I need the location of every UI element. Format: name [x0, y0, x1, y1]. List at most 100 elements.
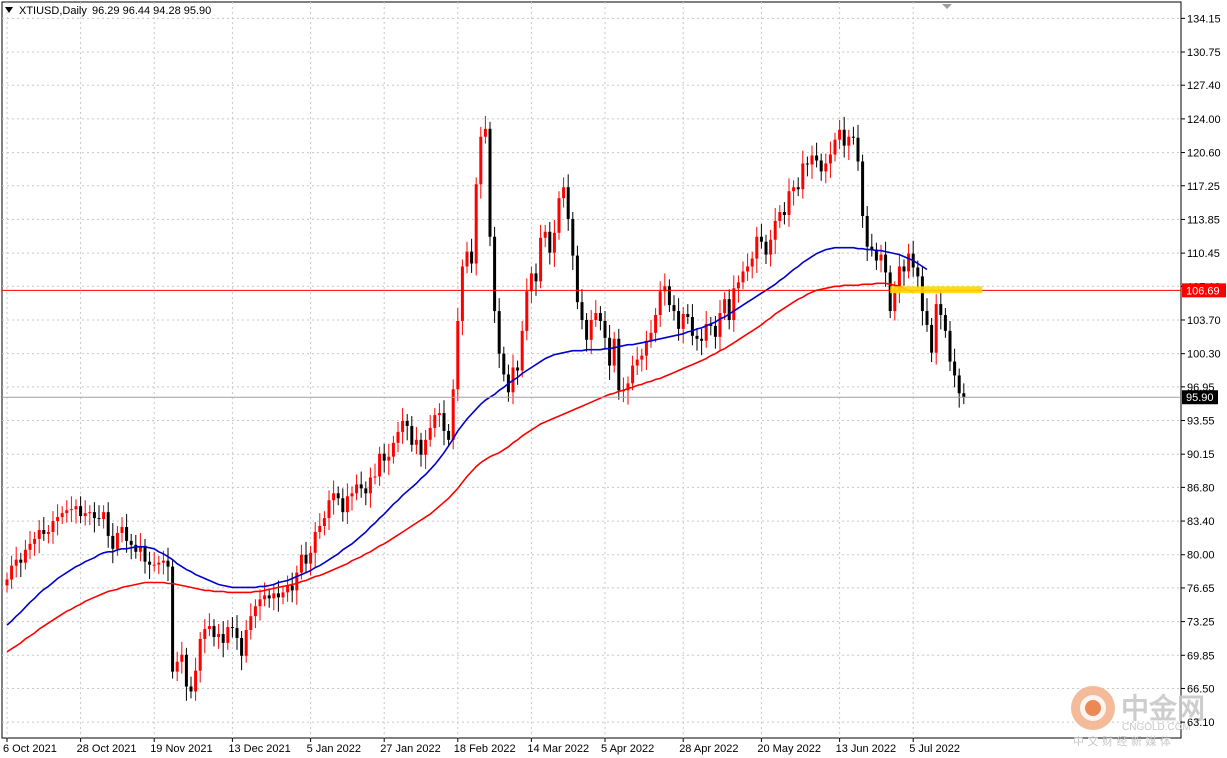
- candle-body: [373, 476, 377, 478]
- candles: [5, 115, 966, 701]
- candle-body: [207, 626, 211, 630]
- y-tick-label: 93.55: [1187, 416, 1215, 428]
- candle-body: [345, 496, 349, 513]
- candle-body: [37, 529, 41, 539]
- candle-body: [713, 325, 717, 337]
- candle-body: [465, 251, 469, 267]
- candle-body: [870, 246, 874, 250]
- candle-body: [263, 595, 267, 600]
- current-price-tag: [1182, 390, 1218, 405]
- candle-body: [69, 509, 73, 511]
- y-tick-label: 69.85: [1187, 650, 1215, 662]
- candle-body: [704, 323, 708, 341]
- x-tick-label: 18 Feb 2022: [454, 743, 516, 755]
- candle-body: [97, 518, 101, 520]
- candle-body: [79, 506, 83, 517]
- candle-body: [470, 251, 474, 264]
- candle-body: [681, 314, 685, 329]
- candle-body: [718, 313, 722, 337]
- candle-body: [566, 187, 570, 219]
- watermark-domain: CNGOLD.COM: [1122, 722, 1191, 733]
- candle-body: [424, 439, 428, 455]
- candle-body: [690, 317, 694, 336]
- y-tick-label: 127.40: [1187, 80, 1221, 92]
- candle-body: [787, 191, 791, 215]
- candle-body: [437, 413, 441, 416]
- x-tick-label: 19 Nov 2021: [150, 743, 212, 755]
- candle-body: [364, 488, 368, 494]
- candle-body: [258, 599, 262, 607]
- candle-body: [644, 340, 648, 356]
- candle-body: [447, 430, 451, 440]
- candle-body: [539, 237, 543, 282]
- header-symbol-timeframe: XTIUSD,Daily: [19, 5, 87, 17]
- candle-body: [286, 585, 290, 593]
- header-collapse-icon[interactable]: [5, 7, 13, 13]
- candle-body: [405, 421, 409, 426]
- candle-body: [796, 187, 800, 190]
- candle-body: [916, 267, 920, 277]
- x-tick-label: 28 Oct 2021: [77, 743, 137, 755]
- candle-body: [736, 282, 740, 289]
- candle-body: [120, 527, 124, 533]
- candle-body: [391, 442, 395, 457]
- candle-body: [161, 560, 165, 563]
- candle-body: [759, 236, 763, 242]
- candle-body: [92, 512, 96, 519]
- highlight-zone[interactable]: [890, 286, 983, 294]
- candle-body: [272, 593, 276, 599]
- candle-body: [580, 302, 584, 320]
- candle-body: [723, 299, 727, 314]
- candle-body: [594, 313, 598, 320]
- x-tick-label: 5 Apr 2022: [601, 743, 654, 755]
- candle-body: [833, 139, 837, 155]
- candle-body: [608, 337, 612, 366]
- candle-body: [244, 630, 248, 656]
- candle-body: [198, 638, 202, 671]
- candle-body: [5, 579, 9, 586]
- price-axis: 134.15 130.75 127.40 124.00 120.60 117.25 113.…: [1181, 13, 1221, 729]
- candle-body: [14, 559, 18, 566]
- candle-body: [322, 518, 326, 527]
- candle-body: [838, 129, 842, 140]
- candle-body: [212, 626, 216, 637]
- candle-body: [525, 291, 529, 331]
- candle-body: [502, 353, 506, 375]
- candle-body: [419, 439, 423, 455]
- x-tick-label: 5 Jul 2022: [909, 743, 960, 755]
- candle-body: [460, 266, 464, 321]
- candle-body: [686, 314, 690, 318]
- candle-body: [171, 566, 175, 672]
- candle-body: [483, 128, 487, 137]
- current-price-label: 95.90: [1186, 392, 1214, 404]
- candle-body: [240, 637, 244, 656]
- candle-body: [667, 286, 671, 306]
- candle-body: [65, 510, 69, 514]
- candle-body: [10, 565, 14, 580]
- candle-body: [226, 627, 230, 643]
- candle-body: [295, 572, 299, 591]
- candle-body: [184, 654, 188, 687]
- candle-body: [336, 493, 340, 499]
- header-ohlc: 96.29 96.44 94.28 95.90: [92, 5, 211, 17]
- candle-body: [543, 231, 547, 238]
- y-tick-label: 113.85: [1187, 214, 1220, 226]
- candle-body: [456, 320, 460, 390]
- candle-body: [897, 266, 901, 292]
- candle-body: [106, 512, 110, 536]
- price-tags: 106.69 95.90: [1182, 283, 1226, 405]
- candle-body: [626, 383, 630, 391]
- candle-body: [194, 670, 198, 692]
- candle-body: [235, 628, 239, 638]
- candle-body: [125, 527, 129, 541]
- x-tick-label: 6 Oct 2021: [3, 743, 57, 755]
- candle-body: [851, 136, 855, 138]
- candle-body: [382, 453, 386, 461]
- candle-body: [304, 554, 308, 564]
- candle-body: [585, 319, 589, 340]
- scroll-marker-icon[interactable]: [942, 4, 952, 9]
- candle-body: [428, 427, 432, 440]
- candle-body: [640, 355, 644, 360]
